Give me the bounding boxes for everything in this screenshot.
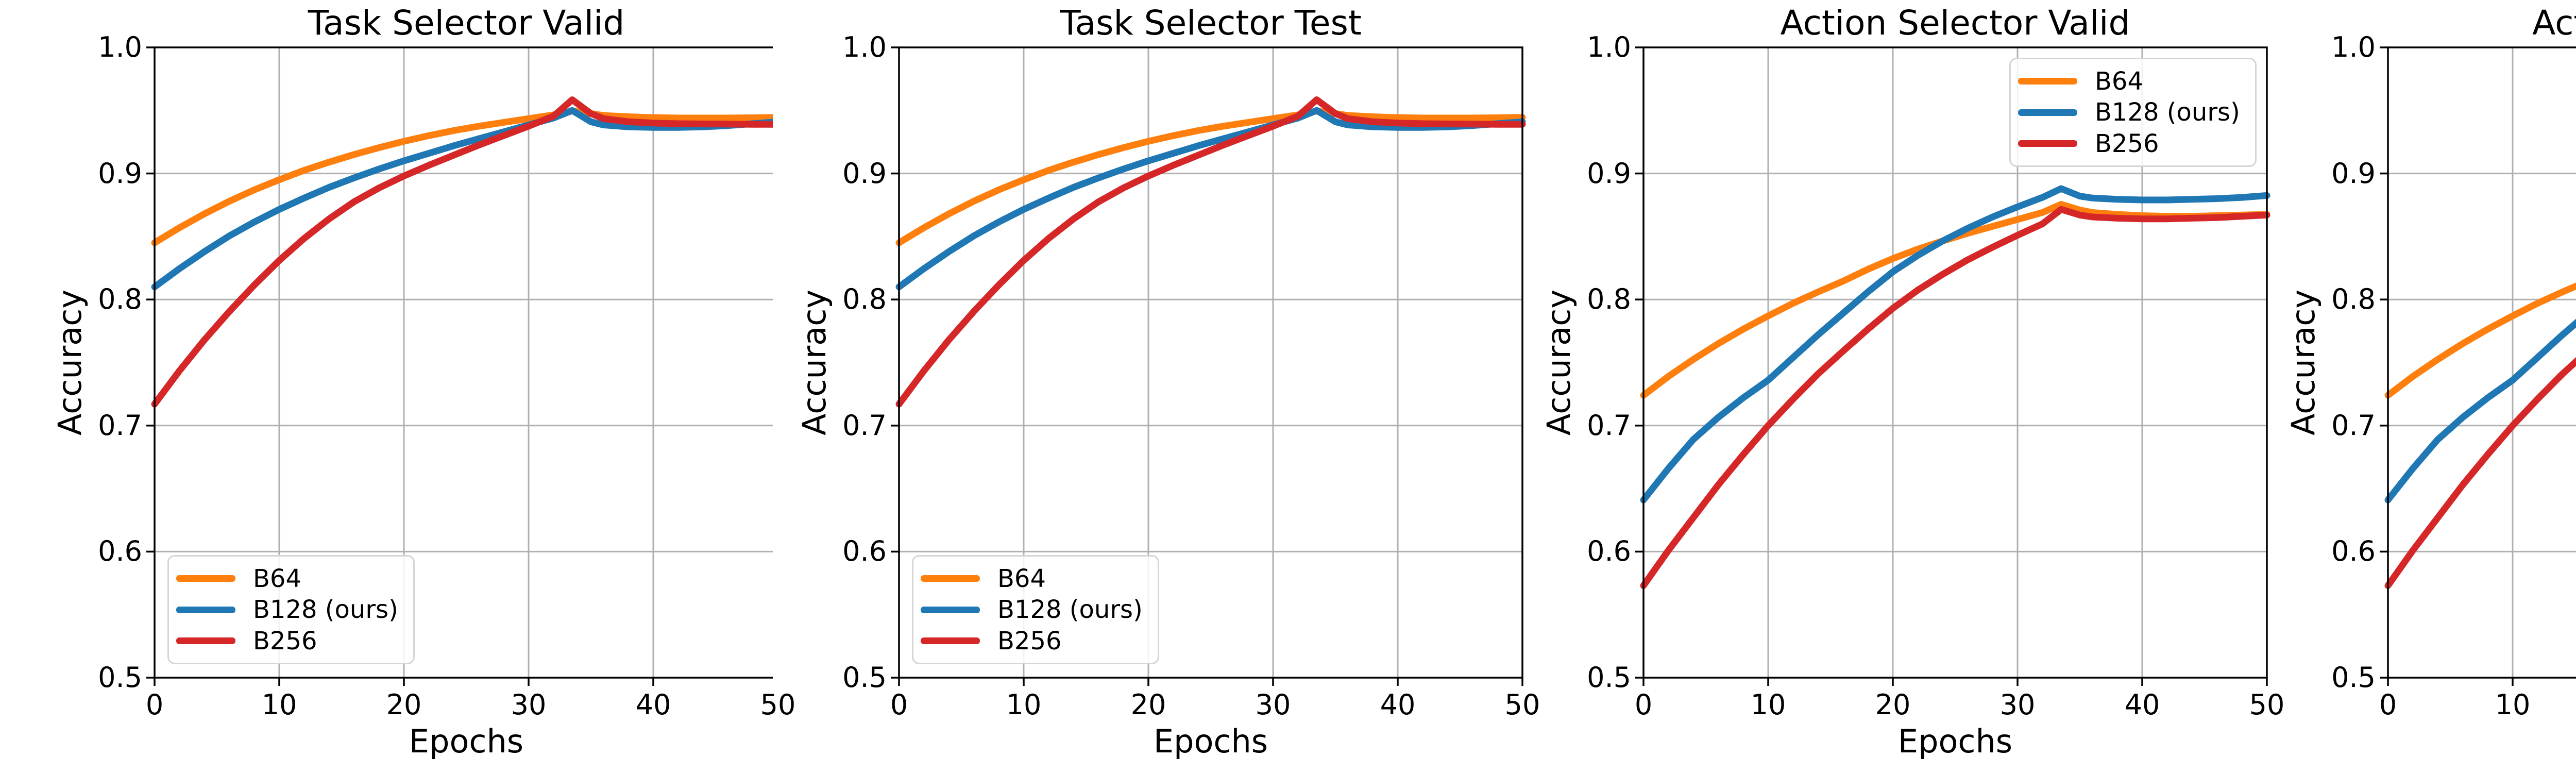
panel-task-selector-test: Task Selector Test Accuracy 1.0 0.9 0.8 … <box>773 0 1546 773</box>
plot-canvas-action-selector-valid <box>1635 46 2270 686</box>
plot-canvas-task-selector-test <box>891 46 1526 686</box>
panel-task-selector-valid: Task Selector Valid Accuracy 1.0 0.9 0.8… <box>0 0 796 773</box>
plot-canvas-action-selector-test <box>2380 46 2576 686</box>
panel-action-selector-valid: Action Selector Valid Accuracy 1.0 0.9 0… <box>1540 0 2318 773</box>
plot-canvas-task-selector-valid <box>146 46 773 686</box>
panel-action-selector-test: Action Selector Test Accuracy 1.0 0.9 0.… <box>2285 0 2576 773</box>
